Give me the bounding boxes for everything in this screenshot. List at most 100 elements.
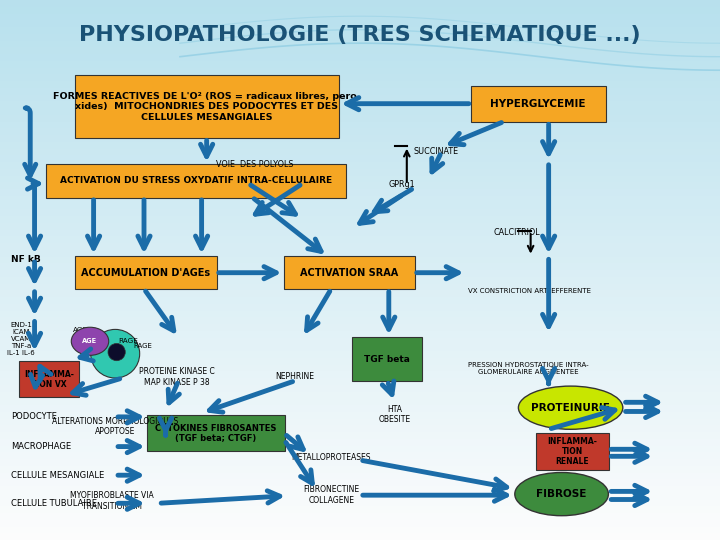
- Bar: [0, 108, 720, 115]
- Bar: [0, 256, 720, 263]
- Bar: [0, 452, 720, 459]
- Text: VX CONSTRICTION ART. EFFERENTE: VX CONSTRICTION ART. EFFERENTE: [468, 287, 591, 294]
- Bar: [0, 317, 720, 324]
- Bar: [0, 81, 720, 87]
- Bar: [0, 276, 720, 284]
- Bar: [0, 372, 720, 378]
- Text: MACROPHAGE: MACROPHAGE: [11, 442, 71, 451]
- FancyBboxPatch shape: [19, 361, 79, 397]
- Bar: [0, 40, 720, 47]
- Ellipse shape: [91, 329, 140, 378]
- Bar: [0, 222, 720, 230]
- Bar: [0, 358, 720, 365]
- Text: VOIE  DES POLYOLS: VOIE DES POLYOLS: [216, 160, 294, 169]
- FancyBboxPatch shape: [147, 415, 285, 451]
- Text: AGE: AGE: [82, 338, 98, 345]
- Bar: [0, 47, 720, 54]
- Text: RAGE: RAGE: [133, 342, 152, 349]
- Bar: [0, 195, 720, 202]
- Bar: [0, 183, 720, 189]
- Text: PRESSION HYDROSTATIQUE INTRA-
GLOMERULAIRE AUGMENTEE: PRESSION HYDROSTATIQUE INTRA- GLOMERULAI…: [468, 362, 589, 375]
- Bar: [0, 27, 720, 33]
- FancyBboxPatch shape: [471, 86, 606, 122]
- Bar: [0, 303, 720, 310]
- Ellipse shape: [108, 343, 125, 361]
- Bar: [0, 438, 720, 445]
- Bar: [0, 270, 720, 276]
- Bar: [0, 284, 720, 291]
- FancyBboxPatch shape: [75, 75, 339, 138]
- Bar: [0, 472, 720, 480]
- Bar: [0, 54, 720, 60]
- Bar: [0, 209, 720, 216]
- Bar: [0, 60, 720, 68]
- Bar: [0, 480, 720, 486]
- Bar: [0, 14, 720, 20]
- Text: CELLULE TUBULAIRE: CELLULE TUBULAIRE: [11, 499, 96, 508]
- Bar: [0, 297, 720, 303]
- Bar: [0, 33, 720, 40]
- Bar: [0, 189, 720, 195]
- Bar: [0, 459, 720, 465]
- Bar: [0, 500, 720, 507]
- Text: PROTEINE KINASE C
MAP KINASE P 38: PROTEINE KINASE C MAP KINASE P 38: [138, 367, 215, 387]
- Text: NEPHRINE: NEPHRINE: [276, 373, 315, 381]
- Bar: [0, 135, 720, 141]
- Text: TGF beta: TGF beta: [364, 355, 410, 363]
- Bar: [0, 405, 720, 411]
- Text: NF kB: NF kB: [11, 255, 40, 264]
- Text: ACTIVATION SRAA: ACTIVATION SRAA: [300, 268, 398, 278]
- Text: INFLAMMA-
TION VX: INFLAMMA- TION VX: [24, 370, 74, 389]
- Bar: [0, 418, 720, 426]
- Text: FIBROSE: FIBROSE: [536, 489, 587, 499]
- Bar: [0, 68, 720, 74]
- Text: PROTEINURIE: PROTEINURIE: [531, 403, 610, 413]
- Text: ACTIVATION DU STRESS OXYDATIF INTRA-CELLULAIRE: ACTIVATION DU STRESS OXYDATIF INTRA-CELL…: [60, 177, 332, 185]
- Bar: [0, 202, 720, 209]
- Text: MYOFIBROBLASTE VIA
TRANSITION EM: MYOFIBROBLASTE VIA TRANSITION EM: [70, 491, 153, 511]
- Bar: [0, 230, 720, 237]
- Bar: [0, 493, 720, 500]
- Bar: [0, 364, 720, 372]
- Text: ALTERATIONS MORPHOLOGIQUES
APOPTOSE: ALTERATIONS MORPHOLOGIQUES APOPTOSE: [52, 417, 179, 436]
- Bar: [0, 6, 720, 14]
- FancyBboxPatch shape: [46, 164, 346, 198]
- Text: AGE: AGE: [73, 327, 89, 334]
- Bar: [0, 237, 720, 243]
- FancyBboxPatch shape: [536, 433, 609, 470]
- Bar: [0, 513, 720, 519]
- Bar: [0, 446, 720, 453]
- Bar: [0, 330, 720, 338]
- Bar: [0, 392, 720, 399]
- Text: CYTOKINES FIBROSANTES
(TGF beta; CTGF): CYTOKINES FIBROSANTES (TGF beta; CTGF): [156, 424, 276, 443]
- Bar: [0, 486, 720, 492]
- Bar: [0, 115, 720, 122]
- Text: ACCUMULATION D'AGEs: ACCUMULATION D'AGEs: [81, 268, 210, 278]
- Bar: [0, 534, 720, 540]
- Bar: [0, 74, 720, 81]
- Bar: [0, 426, 720, 432]
- Bar: [0, 156, 720, 162]
- Bar: [0, 263, 720, 270]
- Bar: [0, 148, 720, 156]
- Bar: [0, 94, 720, 102]
- Text: METALLOPROTEASES: METALLOPROTEASES: [292, 454, 371, 462]
- Text: INFLAMMA-
TION
RENALE: INFLAMMA- TION RENALE: [547, 436, 598, 467]
- Text: RAGE: RAGE: [118, 338, 138, 345]
- Bar: [0, 519, 720, 526]
- Bar: [0, 216, 720, 222]
- Bar: [0, 20, 720, 27]
- Bar: [0, 351, 720, 357]
- Text: GPRg1: GPRg1: [389, 180, 415, 189]
- Bar: [0, 338, 720, 345]
- Bar: [0, 128, 720, 135]
- Text: FORMES REACTIVES DE L'O² (ROS = radicaux libres, pero-
xides)  MITOCHONDRIES DES: FORMES REACTIVES DE L'O² (ROS = radicaux…: [53, 92, 361, 122]
- Text: PHYSIOPATHOLOGIE (TRES SCHEMATIQUE ...): PHYSIOPATHOLOGIE (TRES SCHEMATIQUE ...): [79, 25, 641, 45]
- Circle shape: [71, 327, 109, 355]
- Bar: [0, 162, 720, 168]
- Bar: [0, 465, 720, 472]
- Bar: [0, 378, 720, 384]
- Bar: [0, 0, 720, 6]
- Text: CALCITRIOL: CALCITRIOL: [493, 228, 540, 237]
- Bar: [0, 432, 720, 438]
